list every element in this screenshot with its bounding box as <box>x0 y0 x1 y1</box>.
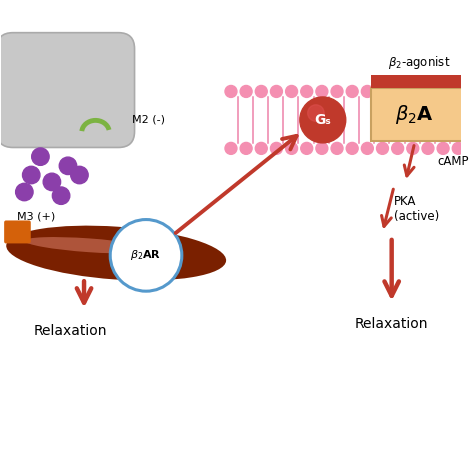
Circle shape <box>361 142 374 155</box>
Circle shape <box>308 105 324 121</box>
Circle shape <box>376 142 389 155</box>
Circle shape <box>240 85 252 98</box>
Circle shape <box>392 85 403 98</box>
Circle shape <box>225 142 237 155</box>
Ellipse shape <box>6 226 226 281</box>
Text: $\beta_2$$\mathbf{AR}$: $\beta_2$$\mathbf{AR}$ <box>130 248 162 263</box>
Bar <box>371 75 467 88</box>
Circle shape <box>452 85 464 98</box>
Circle shape <box>255 85 267 98</box>
Circle shape <box>301 142 313 155</box>
Circle shape <box>255 142 267 155</box>
Text: Gₛ: Gₛ <box>314 113 331 127</box>
Text: $\beta_2$$\mathbf{A}$: $\beta_2$$\mathbf{A}$ <box>395 103 434 126</box>
Text: $\beta_2$-agonist: $\beta_2$-agonist <box>388 54 450 71</box>
Circle shape <box>316 142 328 155</box>
Circle shape <box>422 85 434 98</box>
Circle shape <box>43 173 61 191</box>
Circle shape <box>346 142 358 155</box>
Text: Relaxation: Relaxation <box>355 317 428 331</box>
Circle shape <box>437 85 449 98</box>
Circle shape <box>22 166 40 184</box>
Circle shape <box>271 142 283 155</box>
Text: PKA
(active): PKA (active) <box>394 195 439 223</box>
Circle shape <box>52 187 70 204</box>
Circle shape <box>71 166 88 184</box>
Circle shape <box>16 183 33 201</box>
Circle shape <box>300 97 346 143</box>
Circle shape <box>346 85 358 98</box>
Circle shape <box>437 142 449 155</box>
Circle shape <box>301 85 313 98</box>
Circle shape <box>286 85 298 98</box>
FancyBboxPatch shape <box>0 33 135 147</box>
Text: Relaxation: Relaxation <box>34 324 107 338</box>
Circle shape <box>286 142 298 155</box>
Circle shape <box>110 219 182 291</box>
Circle shape <box>316 85 328 98</box>
Text: M2 (-): M2 (-) <box>132 115 165 125</box>
Circle shape <box>32 148 49 165</box>
Circle shape <box>240 142 252 155</box>
Ellipse shape <box>80 122 116 145</box>
Circle shape <box>407 142 419 155</box>
Circle shape <box>331 142 343 155</box>
Circle shape <box>452 142 464 155</box>
Circle shape <box>392 142 403 155</box>
Circle shape <box>59 157 77 174</box>
Ellipse shape <box>25 237 153 254</box>
Text: cAMP: cAMP <box>438 155 469 168</box>
Circle shape <box>331 85 343 98</box>
Circle shape <box>422 142 434 155</box>
FancyBboxPatch shape <box>4 220 31 244</box>
Circle shape <box>225 85 237 98</box>
Circle shape <box>361 85 374 98</box>
FancyBboxPatch shape <box>371 88 467 141</box>
Circle shape <box>271 85 283 98</box>
Circle shape <box>376 85 389 98</box>
Text: M3 (+): M3 (+) <box>18 211 56 221</box>
Circle shape <box>407 85 419 98</box>
